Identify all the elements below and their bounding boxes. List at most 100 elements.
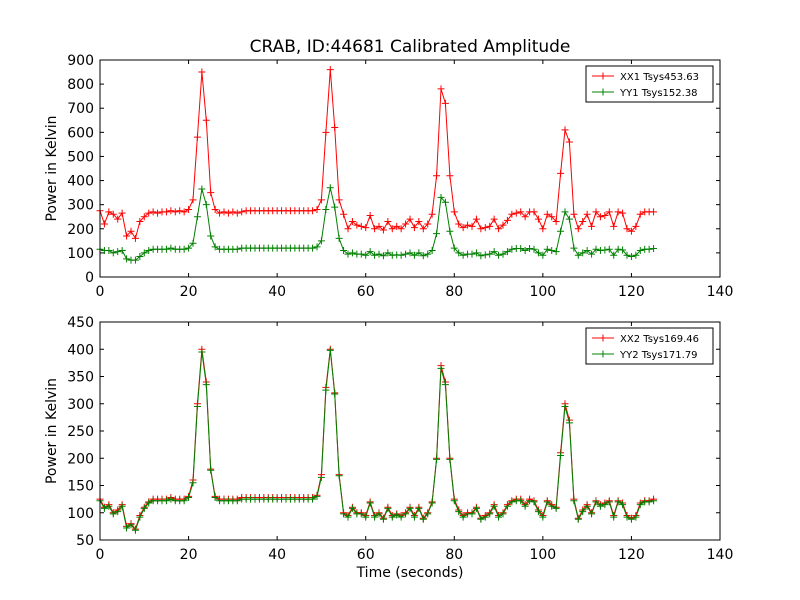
data-point bbox=[193, 213, 201, 221]
data-point bbox=[375, 250, 383, 258]
data-point bbox=[441, 381, 449, 389]
data-point bbox=[189, 239, 197, 247]
data-point bbox=[123, 524, 131, 532]
x-tick-label: 0 bbox=[96, 547, 105, 563]
x-tick-label: 100 bbox=[529, 284, 556, 300]
data-point bbox=[180, 208, 188, 216]
data-point bbox=[521, 502, 529, 510]
data-point bbox=[340, 246, 348, 254]
data-point bbox=[503, 216, 511, 224]
data-point bbox=[207, 466, 215, 474]
data-point bbox=[348, 504, 356, 512]
data-point bbox=[552, 218, 560, 226]
data-point bbox=[614, 208, 622, 216]
series-line bbox=[99, 350, 654, 532]
data-point bbox=[579, 218, 587, 226]
data-point bbox=[557, 169, 565, 177]
data-point bbox=[437, 364, 445, 372]
y-tick-label: 150 bbox=[67, 479, 94, 495]
data-point bbox=[384, 218, 392, 226]
data-point bbox=[601, 212, 609, 220]
y-tick-label: 400 bbox=[67, 174, 94, 190]
data-point bbox=[543, 245, 551, 253]
data-point bbox=[326, 66, 334, 74]
data-point bbox=[397, 251, 405, 259]
data-point bbox=[464, 221, 472, 229]
data-point bbox=[495, 251, 503, 259]
data-point bbox=[322, 205, 330, 213]
y-tick-label: 200 bbox=[67, 222, 94, 238]
data-point bbox=[565, 138, 573, 146]
y-tick-label: 100 bbox=[67, 506, 94, 522]
data-point bbox=[650, 497, 658, 505]
y-tick-label: 450 bbox=[67, 315, 94, 331]
data-point bbox=[348, 218, 356, 226]
data-point bbox=[419, 225, 427, 233]
data-point bbox=[379, 252, 387, 260]
data-point bbox=[131, 234, 139, 242]
x-tick-label: 140 bbox=[707, 284, 734, 300]
data-point bbox=[627, 515, 635, 523]
data-point bbox=[574, 515, 582, 523]
data-point bbox=[402, 510, 410, 518]
data-point bbox=[534, 215, 542, 223]
data-point bbox=[619, 501, 627, 509]
series-1 bbox=[96, 66, 658, 242]
y-tick-label: 500 bbox=[67, 149, 94, 165]
data-point bbox=[588, 250, 596, 258]
data-point bbox=[118, 246, 126, 254]
data-point bbox=[548, 213, 556, 221]
data-point bbox=[503, 502, 511, 510]
data-point bbox=[508, 498, 516, 506]
data-point bbox=[495, 513, 503, 521]
y-tick-label: 200 bbox=[67, 451, 94, 467]
data-point bbox=[605, 245, 613, 253]
legend-label: YY2 Tsys171.79 bbox=[619, 350, 698, 361]
data-point bbox=[601, 501, 609, 509]
data-point bbox=[592, 498, 600, 506]
data-point bbox=[565, 215, 573, 223]
data-point bbox=[140, 504, 148, 512]
data-point bbox=[379, 226, 387, 234]
data-point bbox=[100, 504, 108, 512]
legend: XX1 Tsys453.63 YY1 Tsys152.38 bbox=[585, 65, 714, 103]
data-point bbox=[468, 222, 476, 230]
data-point bbox=[136, 253, 144, 261]
data-point bbox=[650, 208, 658, 216]
data-point bbox=[526, 497, 534, 505]
data-point bbox=[419, 252, 427, 260]
x-tick-label: 120 bbox=[618, 284, 645, 300]
data-point bbox=[167, 207, 175, 215]
data-point bbox=[344, 250, 352, 258]
data-point bbox=[118, 502, 126, 510]
data-point bbox=[477, 225, 485, 233]
data-point bbox=[645, 245, 653, 253]
data-point bbox=[526, 245, 534, 253]
legend-box bbox=[585, 327, 714, 365]
data-point bbox=[534, 249, 542, 257]
data-point bbox=[583, 502, 591, 510]
data-point bbox=[340, 210, 348, 218]
data-point bbox=[446, 172, 454, 180]
series-line bbox=[99, 187, 654, 261]
data-point bbox=[393, 511, 401, 519]
data-point bbox=[503, 248, 511, 256]
legend-label: XX2 Tsys169.46 bbox=[620, 334, 699, 345]
data-point bbox=[614, 245, 622, 253]
top-subplot: 0 20 40 60 80 100 120 140 0 100 200 300 400 500 600 700… bbox=[44, 53, 733, 300]
data-point bbox=[557, 452, 565, 460]
data-point bbox=[185, 493, 193, 501]
data-point bbox=[145, 209, 153, 217]
data-point bbox=[521, 213, 529, 221]
data-point bbox=[410, 224, 418, 232]
data-point bbox=[424, 220, 432, 228]
data-point bbox=[490, 215, 498, 223]
y-tick-label: 900 bbox=[67, 53, 94, 69]
data-point bbox=[557, 227, 565, 235]
data-point bbox=[450, 244, 458, 252]
data-point bbox=[433, 455, 441, 463]
data-point bbox=[131, 256, 139, 264]
y-tick-label: 50 bbox=[76, 533, 94, 549]
data-point bbox=[362, 251, 370, 259]
x-tick-label: 80 bbox=[445, 547, 463, 563]
